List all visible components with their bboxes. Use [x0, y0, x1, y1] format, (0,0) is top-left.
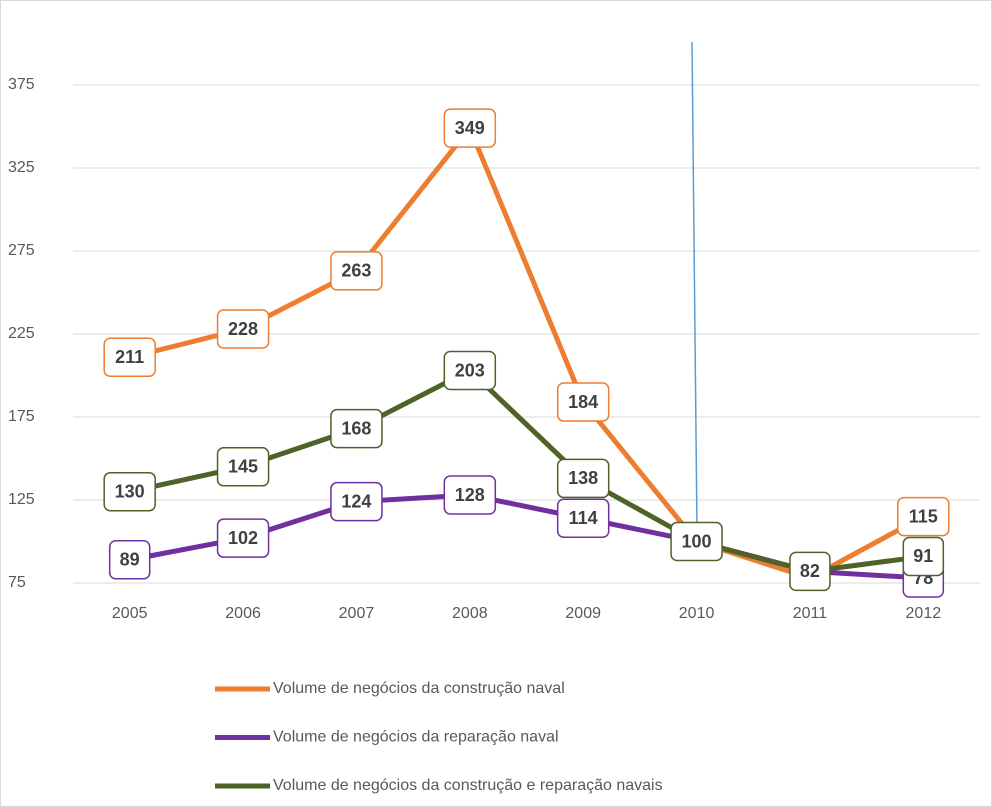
y-tick-label: 275: [8, 242, 35, 259]
data-label-box: [216, 309, 270, 349]
data-label: 124: [341, 491, 371, 511]
data-label-box: [897, 496, 950, 537]
y-tick-label: 325: [8, 159, 35, 176]
data-label-box: [789, 551, 831, 592]
data-label: 168: [341, 418, 371, 438]
y-tick-label: 225: [8, 325, 35, 342]
data-label: 228: [228, 319, 258, 339]
y-tick-label: 125: [8, 491, 35, 508]
data-label-box: [443, 350, 497, 391]
data-label: 114: [569, 508, 598, 528]
legend-label: Volume de negócios da reparação naval: [273, 729, 559, 746]
data-label-box: [108, 540, 151, 580]
data-label: 130: [115, 481, 145, 501]
x-tick-label: 2010: [679, 605, 715, 622]
data-label: 102: [228, 528, 258, 548]
data-label-box: [443, 108, 497, 148]
data-label-box: [330, 481, 383, 522]
data-label-box: [556, 382, 610, 422]
data-label-box: [443, 475, 497, 515]
data-label-box: [556, 458, 610, 499]
data-label: 211: [115, 347, 144, 367]
y-tick-label: 75: [8, 574, 26, 591]
data-label-box: [670, 521, 723, 562]
x-tick-label: 2008: [452, 605, 488, 622]
data-label-box: [330, 251, 383, 291]
x-tick-label: 2011: [793, 605, 828, 622]
data-label-box: [330, 408, 383, 449]
x-tick-label: 2005: [112, 605, 148, 622]
data-label: 145: [228, 457, 258, 477]
data-label-box: [216, 447, 270, 487]
data-label: 89: [120, 550, 140, 570]
data-label: 100: [682, 531, 712, 551]
x-tick-label: 2012: [906, 605, 942, 622]
data-label-box: [103, 337, 156, 377]
x-tick-label: 2007: [339, 605, 375, 622]
data-label: 203: [455, 360, 485, 380]
data-label: 138: [568, 468, 598, 488]
y-tick-label: 175: [8, 408, 35, 425]
data-label: 91: [913, 546, 933, 566]
data-label: 82: [800, 561, 820, 581]
x-tick-label: 2006: [225, 605, 261, 622]
legend-label: Volume de negócios da construção e repar…: [273, 777, 663, 794]
legend-label: Volume de negócios da construção naval: [273, 680, 565, 697]
data-label-box: [103, 471, 156, 512]
data-label: 128: [455, 485, 485, 505]
data-label-box: [216, 518, 270, 558]
data-label: 115: [909, 506, 938, 526]
data-label: 184: [568, 392, 598, 412]
data-label: 349: [455, 118, 485, 138]
data-label-box: [902, 536, 945, 577]
x-tick-label: 2009: [565, 605, 601, 622]
annotation-line: [691, 41, 698, 531]
data-label-box: [556, 498, 610, 539]
y-tick-label: 375: [8, 76, 35, 93]
data-label: 263: [341, 261, 371, 281]
